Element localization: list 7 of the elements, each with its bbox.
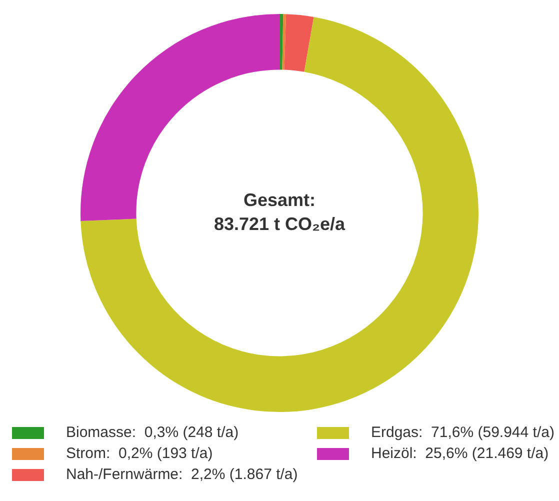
legend-label: Biomasse: 0,3% (248 t/a) xyxy=(66,424,239,441)
legend-label: Heizöl: 25,6% (21.469 t/a) xyxy=(371,445,549,462)
legend-label: Strom: 0,2% (193 t/a) xyxy=(66,445,213,462)
text: 83.721 t CO₂e/a xyxy=(214,214,346,234)
legend-label: Erdgas: 71,6% (59.944 t/a) xyxy=(371,424,554,441)
legend-label: Nah-/Fernwärme: 2,2% (1.867 t/a) xyxy=(66,466,298,483)
text: Gesamt: xyxy=(243,190,316,210)
